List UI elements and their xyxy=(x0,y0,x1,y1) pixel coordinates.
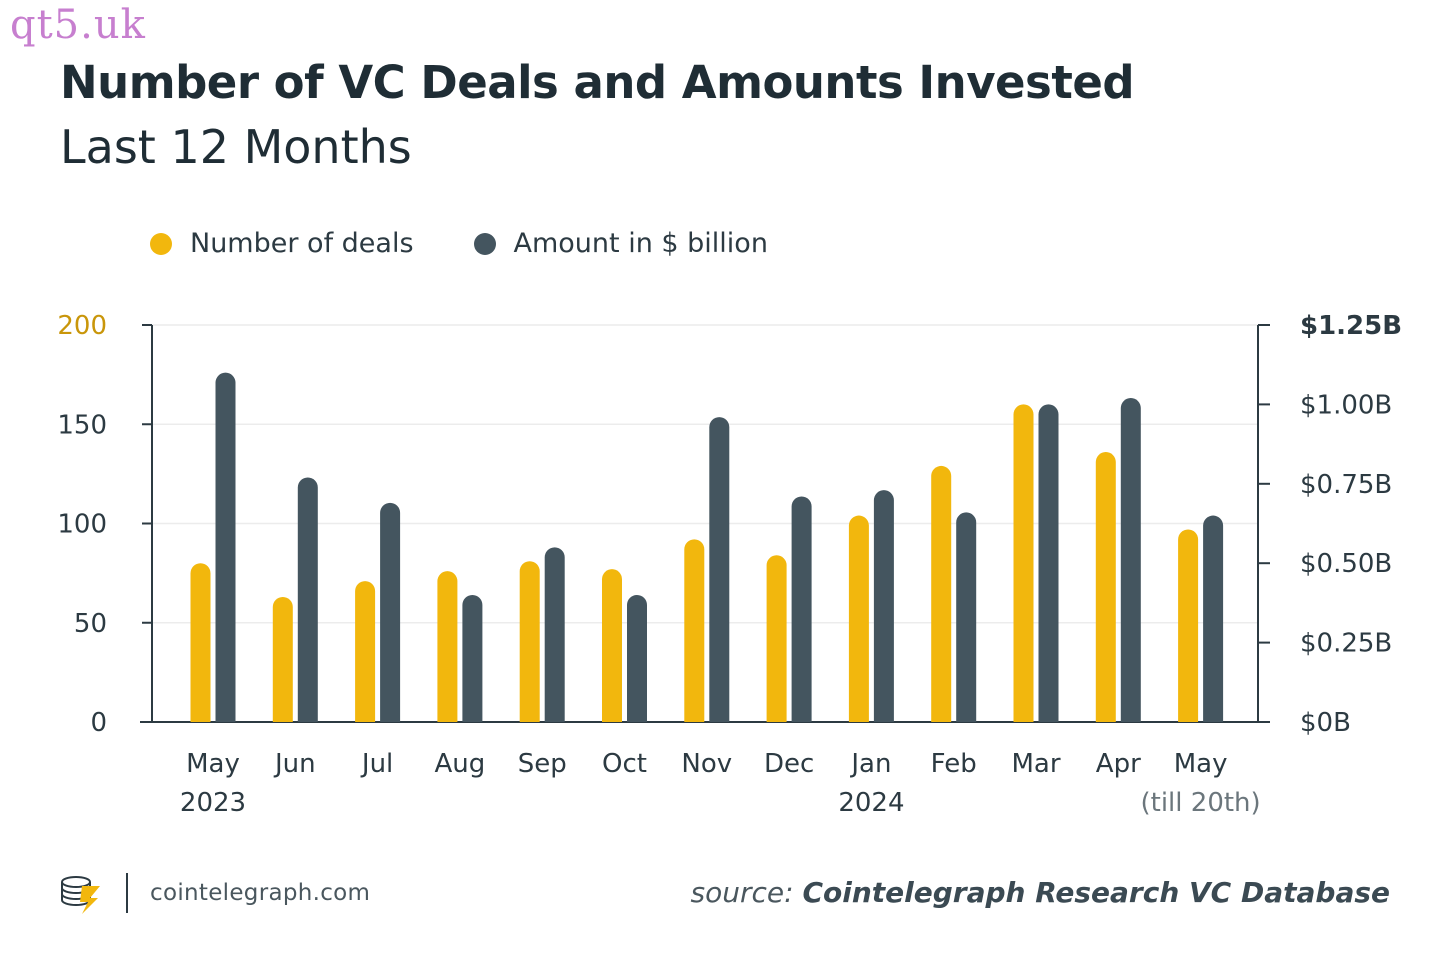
x-tick-label: Dec xyxy=(764,749,814,779)
x-tick-sublabel: 2023 xyxy=(180,788,246,818)
y-right-tick-label: $0.50B xyxy=(1300,549,1392,579)
bar-amount xyxy=(791,496,812,722)
bar-amount xyxy=(380,502,401,722)
y-right-tick-label: $1.00B xyxy=(1300,390,1392,420)
bar-amount xyxy=(1203,515,1224,722)
bar-deals xyxy=(272,596,293,722)
bar-amount xyxy=(544,547,565,722)
bar-deals xyxy=(602,569,622,722)
bar-deals xyxy=(766,555,787,722)
x-tick-label: Nov xyxy=(681,749,732,779)
y-left-tick-label: 0 xyxy=(90,708,107,738)
y-right-tick-label: $0.75B xyxy=(1300,470,1392,500)
bar-deals xyxy=(848,515,869,722)
cointelegraph-logo-icon xyxy=(61,876,100,914)
bar-deals xyxy=(684,539,705,722)
x-tick-sublabel: 2024 xyxy=(838,788,904,818)
y-left-tick-label: 150 xyxy=(57,410,107,440)
bar-amount xyxy=(873,490,894,722)
x-tick-sublabel: (till 20th) xyxy=(1141,788,1261,818)
bar-amount xyxy=(215,372,236,722)
bar-deals xyxy=(1095,452,1116,722)
legend-label-amount: Amount in $ billion xyxy=(513,228,768,259)
legend-label-deals: Number of deals xyxy=(190,228,414,259)
y-left-tick-label: 200 xyxy=(57,311,107,341)
x-tick-label: Jun xyxy=(273,749,316,779)
x-tick-label: Aug xyxy=(435,749,486,779)
x-tick-label: Sep xyxy=(518,749,567,779)
chart-subtitle: Last 12 Months xyxy=(60,120,412,174)
x-tick-label: May xyxy=(1174,749,1228,779)
bar-deals xyxy=(190,563,211,722)
bar-deals xyxy=(437,571,458,722)
x-tick-label: Oct xyxy=(602,749,647,779)
y-right-tick-label: $0.25B xyxy=(1300,629,1392,659)
footer-site-link[interactable]: cointelegraph.com xyxy=(150,880,371,906)
y-right-tick-label: $0B xyxy=(1300,708,1351,738)
bar-amount xyxy=(956,512,977,722)
bar-deals xyxy=(931,465,952,722)
y-right-tick-label: $1.25B xyxy=(1300,311,1402,341)
x-tick-label: May xyxy=(186,749,240,779)
legend-swatch-amount xyxy=(473,232,496,255)
x-tick-label: Jul xyxy=(360,749,393,779)
bar-amount xyxy=(1038,404,1059,722)
legend: Number of deals Amount in $ billion xyxy=(150,228,828,259)
x-tick-label: Apr xyxy=(1096,749,1141,779)
bar-amount xyxy=(709,417,730,722)
y-left-tick-label: 50 xyxy=(74,609,107,639)
bar-deals xyxy=(355,581,376,722)
bar-deals xyxy=(1013,404,1034,722)
bar-amount xyxy=(627,594,647,722)
bar-amount xyxy=(297,477,318,722)
chart-title: Number of VC Deals and Amounts Invested xyxy=(60,56,1135,109)
y-left-tick-label: 100 xyxy=(57,510,107,540)
bar-deals xyxy=(519,561,540,722)
bar-deals xyxy=(1178,529,1199,722)
x-tick-label: Jan xyxy=(849,749,891,779)
bar-amount xyxy=(462,594,483,722)
legend-item-amount: Amount in $ billion xyxy=(473,228,768,259)
source-prefix: source: xyxy=(690,876,794,909)
legend-item-deals: Number of deals xyxy=(150,228,414,259)
footer-brand: cointelegraph.com xyxy=(58,872,370,914)
bar-amount xyxy=(1120,398,1141,722)
x-tick-label: Feb xyxy=(931,749,977,779)
source-note: source: Cointelegraph Research VC Databa… xyxy=(691,876,1390,909)
footer-divider xyxy=(126,873,128,913)
legend-swatch-deals xyxy=(150,232,172,255)
x-tick-label: Mar xyxy=(1011,749,1060,779)
source-name: Cointelegraph Research VC Database xyxy=(802,876,1390,909)
watermark: qt5.uk xyxy=(10,2,146,48)
